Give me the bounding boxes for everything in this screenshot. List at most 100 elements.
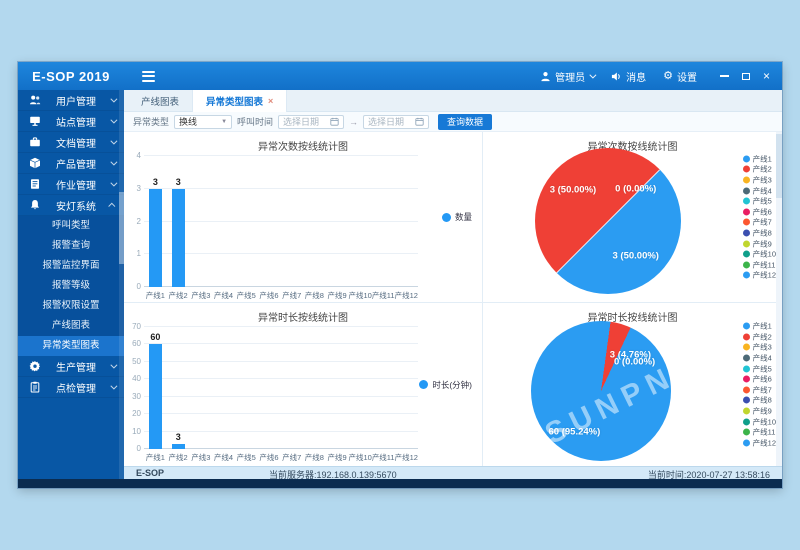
sidebar-menu: 用户管理站点管理文档管理 产品管理 作业管理 安灯系统呼叫类型报警查询报警监控界面 报警… bbox=[18, 90, 124, 398]
sidebar-subitem[interactable]: 报警等级 bbox=[51, 280, 90, 291]
sidebar-item-bell[interactable]: 安灯系统 bbox=[18, 195, 124, 216]
tab-inactive[interactable]: 产线图表 bbox=[128, 90, 192, 112]
sidebar-item-briefcase[interactable]: 文档管理 bbox=[18, 132, 124, 153]
pie-legend-item[interactable]: 产线12 bbox=[742, 270, 776, 281]
legend-dot bbox=[742, 396, 750, 404]
pie-legend: 产线1 产线2 产线3 产线4 产线5 产线6 产线7 产线8 产线9 产线10 产线11 产线12 bbox=[742, 321, 776, 448]
user-label: 管理员 bbox=[555, 72, 586, 84]
pie-legend-item[interactable]: 产线6 bbox=[742, 374, 776, 385]
pie-legend-item[interactable]: 产线7 bbox=[742, 385, 776, 396]
pie-legend-item[interactable]: 产线5 bbox=[742, 363, 776, 374]
status-current-time: 当前时间:2020-07-27 13:58:16 bbox=[647, 470, 770, 480]
bar-legend[interactable]: 数量 bbox=[441, 211, 472, 223]
pie-legend-item[interactable]: 产线9 bbox=[742, 406, 776, 417]
sidebar-subitem[interactable]: 报警监控界面 bbox=[42, 260, 100, 271]
pie-legend-item[interactable]: 产线8 bbox=[742, 228, 776, 239]
bar-value-label: 60 bbox=[150, 332, 161, 343]
settings-button[interactable]: ⚙ 设置 bbox=[663, 69, 697, 84]
sidebar-item-users[interactable]: 用户管理 bbox=[18, 90, 124, 111]
sidebar-subitem[interactable]: 报警查询 bbox=[51, 240, 90, 251]
abnormal-type-select[interactable]: 换线 ▼ bbox=[174, 114, 233, 129]
sidebar-item-gear[interactable]: 生产管理 bbox=[18, 356, 124, 377]
legend-label: 产线3 bbox=[752, 175, 772, 185]
legend-dot bbox=[742, 176, 750, 184]
minimize-button[interactable] bbox=[719, 75, 729, 77]
pie-legend-item[interactable]: 产线3 bbox=[742, 342, 776, 353]
pie-legend-item[interactable]: 产线1 bbox=[742, 153, 776, 164]
x-axis-label: 产线1 bbox=[145, 291, 165, 300]
sidebar-item-product-box[interactable]: 产品管理 bbox=[18, 153, 124, 174]
sidebar-item-monitor[interactable]: 站点管理 bbox=[18, 111, 124, 132]
close-button[interactable]: × bbox=[762, 69, 770, 83]
briefcase-icon bbox=[28, 136, 42, 148]
clipboard-icon bbox=[28, 381, 42, 393]
query-data-button[interactable]: 查询数据 bbox=[438, 113, 493, 130]
bell-icon bbox=[28, 199, 42, 211]
chevron-up-icon bbox=[108, 202, 116, 210]
pie-legend-item[interactable]: 产线11 bbox=[742, 427, 776, 438]
legend-label: 产线6 bbox=[752, 207, 772, 217]
content-scrollbar-thumb[interactable] bbox=[776, 134, 782, 198]
legend-dot bbox=[742, 386, 750, 394]
sidebar-subitem-active[interactable]: 异常类型图表 bbox=[18, 336, 124, 356]
legend-label: 产线10 bbox=[752, 417, 776, 427]
chevron-down-icon bbox=[589, 71, 597, 79]
legend-label: 产线7 bbox=[752, 217, 772, 227]
legend-label: 产线4 bbox=[752, 186, 772, 196]
legend-dot bbox=[742, 439, 750, 447]
chart-title: 异常时长按线统计图 bbox=[587, 313, 678, 324]
sidebar-item-label: 点检管理 bbox=[56, 383, 96, 395]
bar-value-label: 3 bbox=[175, 431, 181, 442]
pie-legend-item[interactable]: 产线8 bbox=[742, 395, 776, 406]
legend-label: 产线9 bbox=[752, 238, 772, 248]
pie-legend-item[interactable]: 产线10 bbox=[742, 416, 776, 427]
legend-label: 产线3 bbox=[752, 342, 772, 352]
y-axis-tick: 20 bbox=[132, 409, 141, 419]
pie-legend-item[interactable]: 产线4 bbox=[742, 353, 776, 364]
legend-dot bbox=[742, 239, 750, 247]
pie-legend-item[interactable]: 产线12 bbox=[742, 437, 776, 448]
pie-legend-item[interactable]: 产线2 bbox=[742, 164, 776, 175]
bar-value-label: 3 bbox=[152, 176, 158, 187]
pie-legend-item[interactable]: 产线3 bbox=[742, 175, 776, 186]
sidebar-subitem[interactable]: 产线图表 bbox=[51, 320, 90, 331]
gear-icon bbox=[28, 360, 42, 372]
sidebar-scrollbar-thumb[interactable] bbox=[119, 192, 124, 264]
pie-legend-item[interactable]: 产线9 bbox=[742, 238, 776, 249]
user-menu[interactable]: 管理员 bbox=[540, 69, 597, 84]
pie-legend-item[interactable]: 产线7 bbox=[742, 217, 776, 228]
date-to-input[interactable]: 选择日期 bbox=[363, 114, 430, 129]
date-from-input[interactable]: 选择日期 bbox=[278, 114, 345, 129]
sidebar-subitem[interactable]: 呼叫类型 bbox=[51, 220, 90, 231]
sidebar-item-clipboard[interactable]: 点检管理 bbox=[18, 377, 124, 398]
tab-close-icon[interactable]: × bbox=[268, 95, 274, 106]
monitor-icon bbox=[28, 115, 42, 127]
chart-title: 异常次数按线统计图 bbox=[587, 142, 678, 153]
menu-toggle-icon[interactable] bbox=[142, 70, 155, 82]
y-axis-tick: 60 bbox=[132, 339, 141, 349]
users-icon bbox=[28, 94, 42, 106]
bar-plot-area: 0 1 2 3 4 3 3 bbox=[137, 151, 418, 291]
sidebar-subitem[interactable]: 报警权限设置 bbox=[42, 300, 100, 311]
pie-legend-item[interactable]: 产线6 bbox=[742, 206, 776, 217]
pie-legend-item[interactable]: 产线10 bbox=[742, 249, 776, 260]
bar-legend[interactable]: 时长(分钟) bbox=[419, 379, 472, 391]
legend-label: 产线5 bbox=[752, 196, 772, 206]
pie-legend-item[interactable]: 产线1 bbox=[742, 321, 776, 332]
tab-active[interactable]: 异常类型图表 × bbox=[192, 90, 288, 112]
sidebar-item-label: 站点管理 bbox=[56, 117, 96, 129]
tab-bar: 产线图表 异常类型图表 × bbox=[124, 90, 782, 112]
pie-legend-item[interactable]: 产线2 bbox=[742, 332, 776, 343]
legend-label: 产线11 bbox=[752, 427, 776, 437]
pie-legend-item[interactable]: 产线4 bbox=[742, 185, 776, 196]
charts-grid: 异常次数按线统计图 0 1 2 3 4 3 3 产线1 产线2 产线3 产线4 产线5 产线6 产线7 产线8… bbox=[124, 132, 782, 466]
pie-legend-item[interactable]: 产线11 bbox=[742, 259, 776, 270]
app-title: E-SOP 2019 bbox=[32, 68, 110, 84]
maximize-button[interactable] bbox=[741, 72, 750, 80]
y-axis-tick: 0 bbox=[136, 444, 141, 453]
sidebar-item-tasks[interactable]: 作业管理 bbox=[18, 174, 124, 195]
legend-label: 产线8 bbox=[752, 395, 772, 405]
messages-button[interactable]: 消息 bbox=[611, 69, 646, 84]
pie-legend-item[interactable]: 产线5 bbox=[742, 196, 776, 207]
